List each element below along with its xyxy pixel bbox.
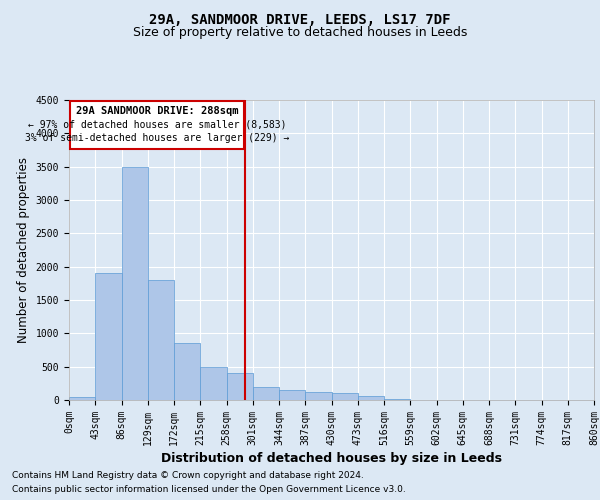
Bar <box>174 344 200 400</box>
Bar <box>148 280 174 400</box>
Bar <box>200 366 227 400</box>
Bar <box>279 390 305 400</box>
Bar <box>69 396 95 400</box>
Bar <box>253 386 279 400</box>
Text: 29A, SANDMOOR DRIVE, LEEDS, LS17 7DF: 29A, SANDMOOR DRIVE, LEEDS, LS17 7DF <box>149 13 451 27</box>
Bar <box>331 394 358 400</box>
Bar <box>121 166 148 400</box>
X-axis label: Distribution of detached houses by size in Leeds: Distribution of detached houses by size … <box>161 452 502 465</box>
Bar <box>95 274 121 400</box>
Text: Contains HM Land Registry data © Crown copyright and database right 2024.: Contains HM Land Registry data © Crown c… <box>12 472 364 480</box>
Text: Contains public sector information licensed under the Open Government Licence v3: Contains public sector information licen… <box>12 484 406 494</box>
Text: Size of property relative to detached houses in Leeds: Size of property relative to detached ho… <box>133 26 467 39</box>
Bar <box>305 392 331 400</box>
Bar <box>227 374 253 400</box>
Y-axis label: Number of detached properties: Number of detached properties <box>17 157 30 343</box>
Bar <box>358 396 384 400</box>
Text: ← 97% of detached houses are smaller (8,583): ← 97% of detached houses are smaller (8,… <box>28 120 286 130</box>
Bar <box>70 102 244 150</box>
Text: 29A SANDMOOR DRIVE: 288sqm: 29A SANDMOOR DRIVE: 288sqm <box>76 106 238 116</box>
Text: 3% of semi-detached houses are larger (229) →: 3% of semi-detached houses are larger (2… <box>25 133 289 143</box>
